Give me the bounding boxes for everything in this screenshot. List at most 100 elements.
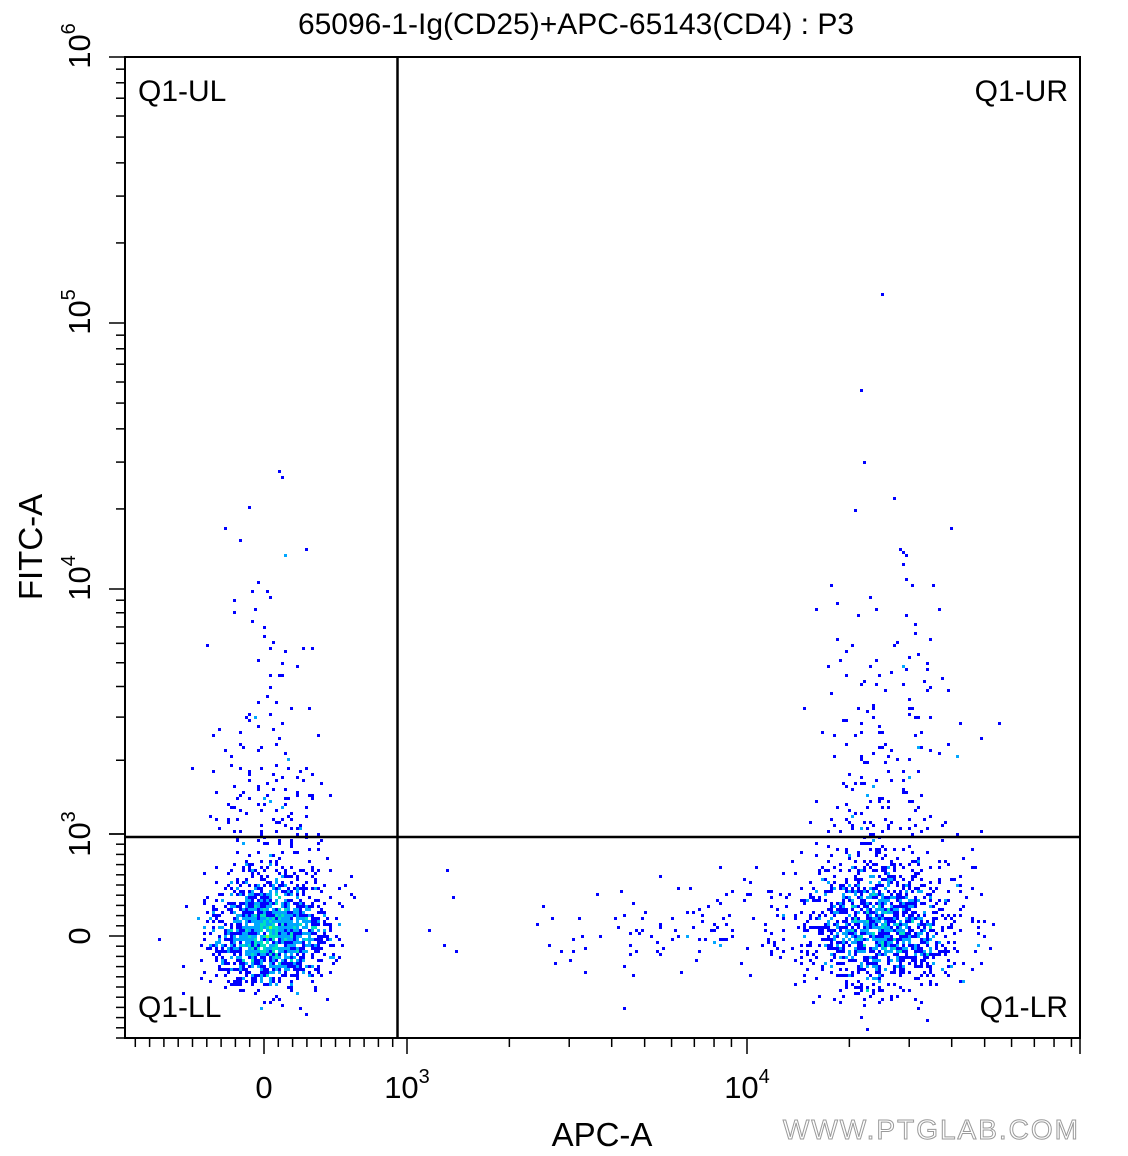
event-point xyxy=(266,941,269,944)
event-point xyxy=(887,932,890,935)
event-point xyxy=(872,950,875,953)
event-point xyxy=(845,785,848,788)
event-point xyxy=(833,923,836,926)
event-point xyxy=(869,902,872,905)
event-point xyxy=(920,917,923,920)
event-point xyxy=(956,950,959,953)
event-point xyxy=(815,926,818,929)
event-point xyxy=(881,944,884,947)
event-point xyxy=(284,917,287,920)
event-point xyxy=(923,938,926,941)
event-point xyxy=(905,614,908,617)
event-point xyxy=(851,959,854,962)
y-tick-label-1: 103 xyxy=(58,811,97,857)
event-point xyxy=(917,887,920,890)
event-point xyxy=(857,965,860,968)
event-point xyxy=(839,659,842,662)
event-point xyxy=(275,881,278,884)
event-point xyxy=(878,917,881,920)
event-point xyxy=(833,935,836,938)
event-point xyxy=(800,950,803,953)
event-point xyxy=(254,905,257,908)
event-point xyxy=(890,878,893,881)
event-point xyxy=(869,893,872,896)
event-point xyxy=(287,932,290,935)
event-point xyxy=(245,923,248,926)
event-point xyxy=(881,917,884,920)
event-point xyxy=(851,887,854,890)
event-point xyxy=(860,869,863,872)
event-point xyxy=(899,893,902,896)
data-points xyxy=(158,293,1001,1031)
event-point xyxy=(821,968,824,971)
event-point xyxy=(926,953,929,956)
event-point xyxy=(257,581,260,584)
event-point xyxy=(872,962,875,965)
event-point xyxy=(197,917,200,920)
event-point xyxy=(320,947,323,950)
event-point xyxy=(158,938,161,941)
event-point xyxy=(578,917,581,920)
event-point xyxy=(305,950,308,953)
event-point xyxy=(917,890,920,893)
event-point xyxy=(269,920,272,923)
event-point xyxy=(341,905,344,908)
event-point xyxy=(911,851,914,854)
event-point xyxy=(863,923,866,926)
event-point xyxy=(806,968,809,971)
event-point xyxy=(296,974,299,977)
event-point xyxy=(218,938,221,941)
event-point xyxy=(278,932,281,935)
event-point xyxy=(881,929,884,932)
event-point xyxy=(305,905,308,908)
event-point xyxy=(326,857,329,860)
event-point xyxy=(845,803,848,806)
event-point xyxy=(881,857,884,860)
event-point xyxy=(848,953,851,956)
event-point xyxy=(269,596,272,599)
event-point xyxy=(914,956,917,959)
event-point xyxy=(920,938,923,941)
event-point xyxy=(299,905,302,908)
event-point xyxy=(830,908,833,911)
event-point xyxy=(863,761,866,764)
event-point xyxy=(887,770,890,773)
event-point xyxy=(923,914,926,917)
event-point xyxy=(248,971,251,974)
event-point xyxy=(263,974,266,977)
event-point xyxy=(317,971,320,974)
event-point xyxy=(923,926,926,929)
event-point xyxy=(902,965,905,968)
event-point xyxy=(239,962,242,965)
event-point xyxy=(869,887,872,890)
event-point xyxy=(239,944,242,947)
event-point xyxy=(869,923,872,926)
event-point xyxy=(866,914,869,917)
event-point xyxy=(257,923,260,926)
event-point xyxy=(269,944,272,947)
event-point xyxy=(266,914,269,917)
event-point xyxy=(914,911,917,914)
event-point xyxy=(269,800,272,803)
event-point xyxy=(227,803,230,806)
event-point xyxy=(836,941,839,944)
event-point xyxy=(269,647,272,650)
event-point xyxy=(617,926,620,929)
event-point xyxy=(215,881,218,884)
event-point xyxy=(302,926,305,929)
event-point xyxy=(908,713,911,716)
event-point xyxy=(878,944,881,947)
event-point xyxy=(896,953,899,956)
event-point xyxy=(899,920,902,923)
event-point xyxy=(860,938,863,941)
event-point xyxy=(245,911,248,914)
event-point xyxy=(272,998,275,1001)
event-point xyxy=(827,926,830,929)
event-point xyxy=(854,911,857,914)
event-point xyxy=(284,923,287,926)
event-point xyxy=(254,869,257,872)
event-point xyxy=(878,905,881,908)
event-point xyxy=(272,941,275,944)
event-point xyxy=(536,923,539,926)
event-point xyxy=(281,920,284,923)
